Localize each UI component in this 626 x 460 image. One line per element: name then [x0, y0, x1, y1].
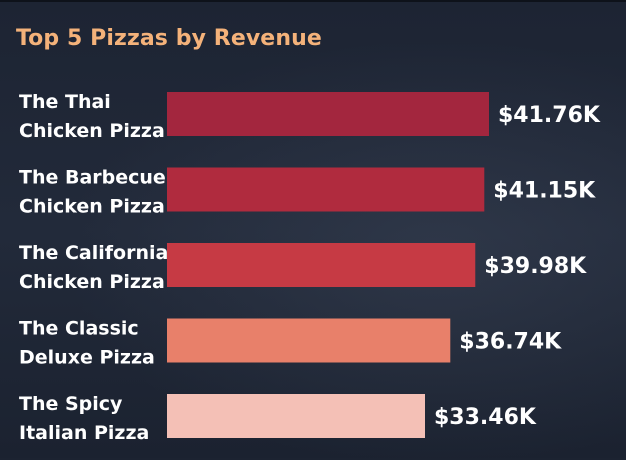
value-label-the-california-chicken-pizza: $39.98K — [484, 254, 587, 279]
category-label-the-barbecue-chicken-pizza-line-2: Chicken Pizza — [19, 196, 165, 218]
category-label-the-classic-deluxe-pizza-line-2: Deluxe Pizza — [19, 347, 155, 369]
chart-title: Top 5 Pizzas by Revenue — [16, 26, 322, 51]
value-label-the-classic-deluxe-pizza: $36.74K — [459, 330, 562, 355]
category-label-the-spicy-italian-pizza-line-1: The Spicy — [19, 393, 123, 415]
bar-the-classic-deluxe-pizza — [167, 318, 451, 363]
category-label-the-california-chicken-pizza-line-2: Chicken Pizza — [19, 271, 165, 293]
category-label-the-classic-deluxe-pizza-line-1: The Classic — [19, 318, 139, 340]
category-label-the-spicy-italian-pizza-line-2: Italian Pizza — [19, 422, 149, 444]
category-label-the-barbecue-chicken-pizza-line-1: The Barbecue — [19, 167, 166, 189]
category-label-the-california-chicken-pizza-line-1: The California — [19, 242, 168, 264]
bar-the-california-chicken-pizza — [167, 243, 476, 287]
bar-the-thai-chicken-pizza — [167, 92, 489, 136]
value-label-the-barbecue-chicken-pizza: $41.15K — [493, 179, 596, 204]
value-label-the-spicy-italian-pizza: $33.46K — [434, 405, 537, 430]
category-label-the-thai-chicken-pizza-line-1: The Thai — [19, 91, 111, 113]
bar-the-spicy-italian-pizza — [167, 394, 426, 438]
bar-the-barbecue-chicken-pizza — [167, 167, 485, 212]
category-label-the-thai-chicken-pizza-line-2: Chicken Pizza — [19, 120, 165, 142]
value-label-the-thai-chicken-pizza: $41.76K — [498, 103, 601, 128]
